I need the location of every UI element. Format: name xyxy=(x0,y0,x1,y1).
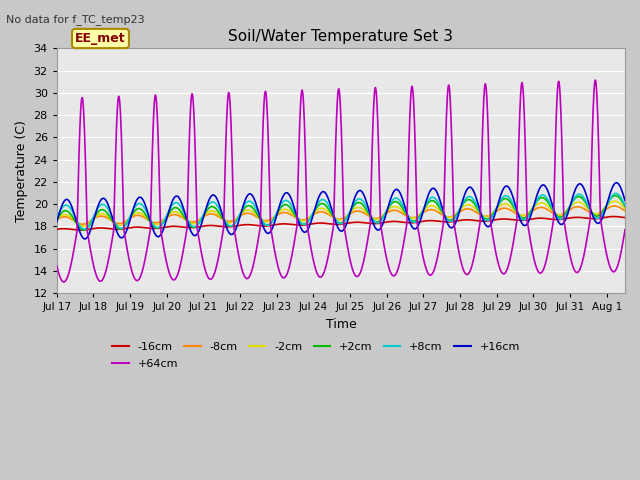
Title: Soil/Water Temperature Set 3: Soil/Water Temperature Set 3 xyxy=(228,29,453,44)
Text: EE_met: EE_met xyxy=(75,32,126,45)
X-axis label: Time: Time xyxy=(326,318,356,331)
Y-axis label: Temperature (C): Temperature (C) xyxy=(15,120,28,222)
Legend: +64cm: +64cm xyxy=(108,354,183,373)
Text: No data for f_TC_temp23: No data for f_TC_temp23 xyxy=(6,14,145,25)
